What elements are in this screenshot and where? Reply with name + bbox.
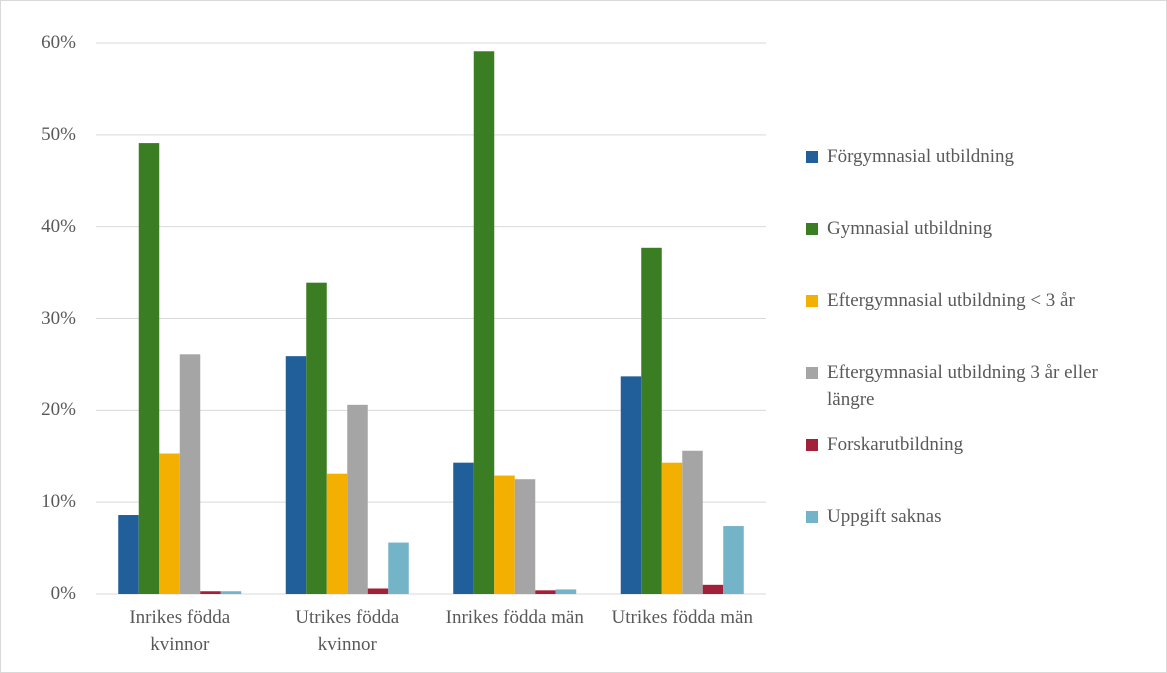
x-tick-label: Inrikes födda män: [445, 607, 584, 628]
bar: [661, 462, 683, 594]
bar: [620, 376, 642, 594]
bar: [494, 475, 515, 594]
x-tick-label: Utrikes födda män: [611, 607, 753, 628]
bar: [514, 479, 536, 594]
x-tick-label: Utrikes födda kvinnor: [295, 607, 400, 655]
legend-swatch: [806, 295, 818, 307]
bar: [535, 590, 556, 594]
bar: [367, 588, 389, 594]
x-tick-label: Inrikes födda kvinnor: [129, 607, 231, 655]
y-tick-label: 40%: [41, 215, 76, 237]
bar: [388, 542, 409, 594]
bar: [555, 589, 577, 594]
legend-swatch: [806, 439, 818, 451]
bar: [285, 356, 307, 594]
y-tick-label: 30%: [41, 307, 76, 329]
legend-label: Eftergymnasial utbildning < 3 år: [827, 290, 1075, 311]
bar: [347, 404, 368, 594]
legend-swatch: [806, 511, 818, 523]
legend-swatch: [806, 151, 818, 163]
bar: [118, 515, 139, 594]
y-tick-label: 0%: [50, 583, 76, 604]
bar: [453, 462, 474, 594]
legend-label: Eftergymnasial utbildning 3 år eller län…: [827, 362, 1098, 410]
y-tick-label: 20%: [41, 399, 76, 421]
bar: [179, 354, 201, 594]
y-tick-label: 60%: [41, 32, 76, 53]
bar: [306, 282, 327, 594]
bar: [159, 453, 180, 594]
legend-swatch: [806, 223, 818, 235]
bar: [138, 143, 160, 594]
y-tick-label: 50%: [41, 123, 76, 145]
legend-label: Uppgift saknas: [827, 506, 942, 527]
y-tick-label: 10%: [41, 491, 76, 513]
legend-label: Forskarutbildning: [827, 434, 964, 455]
bar: [702, 584, 724, 594]
bar: [220, 591, 242, 594]
bar: [326, 473, 348, 594]
bar: [200, 591, 221, 594]
legend-swatch: [806, 367, 818, 379]
bar: [473, 51, 495, 594]
bar: [723, 526, 744, 594]
legend-label: Gymnasial utbildning: [827, 218, 993, 239]
legend-label: Förgymnasial utbildning: [827, 146, 1015, 167]
bar: [682, 450, 703, 594]
bar: [641, 247, 662, 594]
